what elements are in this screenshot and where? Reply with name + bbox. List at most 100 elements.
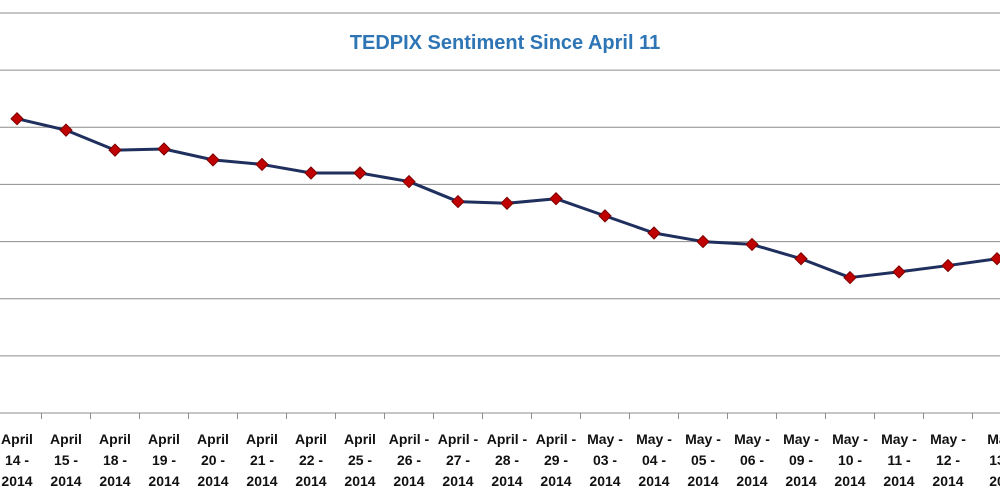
x-tick-label-line: 2014 bbox=[393, 473, 424, 489]
x-tick-label-line: 15 - bbox=[54, 452, 78, 468]
x-tick-label-line: 2014 bbox=[50, 473, 81, 489]
x-tick-label: April - 29 - 2014 bbox=[536, 431, 577, 489]
x-tick-label-line: 2014 bbox=[246, 473, 277, 489]
data-point bbox=[794, 252, 808, 266]
x-tick-label-line: 2014 bbox=[589, 473, 620, 489]
x-tick-label-line: April bbox=[344, 431, 376, 447]
x-tick-label-line: May - bbox=[783, 431, 819, 447]
x-tick-label: May - 11 - 2014 bbox=[881, 431, 917, 489]
data-point bbox=[500, 196, 514, 210]
x-tick-label: May - 06 - 2014 bbox=[734, 431, 770, 489]
x-tick-label-line: 03 - bbox=[593, 452, 617, 468]
x-tick-label-line: May - bbox=[930, 431, 966, 447]
x-tick-label-line: 27 - bbox=[446, 452, 470, 468]
data-point bbox=[549, 192, 563, 206]
x-tick-label-line: 05 - bbox=[691, 452, 715, 468]
x-tick-label-line: 04 - bbox=[642, 452, 666, 468]
x-tick-label: May - 12 - 2014 bbox=[930, 431, 966, 489]
x-tick-label-line: April - bbox=[487, 431, 528, 447]
x-tick-label-line: 2014 bbox=[491, 473, 522, 489]
x-tick-label-line: 18 - bbox=[103, 452, 127, 468]
x-tick-label-line: April bbox=[295, 431, 327, 447]
x-tick-label: April 18 - 2014 bbox=[99, 431, 131, 489]
data-point bbox=[843, 270, 857, 285]
x-tick-label-line: May - bbox=[685, 431, 721, 447]
x-tick-label-line: April - bbox=[536, 431, 577, 447]
x-tick-label-line: 28 - bbox=[495, 452, 519, 468]
x-tick-label-line: April bbox=[99, 431, 131, 447]
x-tick-label-line: 14 - bbox=[5, 452, 29, 468]
data-point bbox=[255, 157, 269, 172]
x-tick-label-line: 20 bbox=[989, 473, 1000, 489]
x-tick-label-line: 2014 bbox=[785, 473, 816, 489]
x-tick-label-line: 12 - bbox=[936, 452, 960, 468]
data-point bbox=[990, 252, 1000, 266]
x-tick-label-line: 06 - bbox=[740, 452, 764, 468]
data-point bbox=[745, 237, 759, 252]
x-tick-label: April 20 - 2014 bbox=[197, 431, 229, 489]
x-tick-label-line: 2014 bbox=[834, 473, 865, 489]
data-point bbox=[892, 265, 906, 279]
x-tick-label: April - 27 - 2014 bbox=[438, 431, 479, 489]
data-point bbox=[402, 174, 416, 189]
chart-title: TEDPIX Sentiment Since April 11 bbox=[350, 32, 660, 54]
x-tick-label-line: 29 - bbox=[544, 452, 568, 468]
x-tick-label-line: 2014 bbox=[687, 473, 718, 489]
x-tick-label-line: April bbox=[246, 431, 278, 447]
x-tick-label: May - 03 - 2014 bbox=[587, 431, 623, 489]
x-tick-label-line: April bbox=[197, 431, 229, 447]
x-tick-label-line: April bbox=[1, 431, 33, 447]
x-tick-label-line: 2014 bbox=[99, 473, 130, 489]
data-point bbox=[353, 166, 367, 180]
x-tick-label-line: April - bbox=[389, 431, 430, 447]
x-tick-label-line: 09 - bbox=[789, 452, 813, 468]
data-point bbox=[696, 234, 710, 249]
data-point bbox=[10, 112, 24, 126]
data-point bbox=[157, 142, 171, 156]
x-tick-label-line: 2014 bbox=[442, 473, 473, 489]
x-tick-label: April - 28 - 2014 bbox=[487, 431, 528, 489]
x-tick-label-line: 2014 bbox=[295, 473, 326, 489]
x-tick-label-line: May - bbox=[832, 431, 868, 447]
x-tick-label-line: 2014 bbox=[148, 473, 179, 489]
x-tick-label-line: 25 - bbox=[348, 452, 372, 468]
x-tick-label-line: 2014 bbox=[638, 473, 669, 489]
x-tick-label: May - 10 - 2014 bbox=[832, 431, 868, 489]
x-tick-label-line: April - bbox=[438, 431, 479, 447]
x-tick-label-line: May - bbox=[587, 431, 623, 447]
x-tick-label-line: 2014 bbox=[540, 473, 571, 489]
data-point bbox=[108, 143, 122, 157]
data-point bbox=[451, 194, 465, 209]
x-tick-label-line: Ma bbox=[987, 431, 1000, 447]
data-point bbox=[206, 153, 220, 167]
x-tick-label: Ma 13 20 bbox=[987, 431, 1000, 489]
x-tick-label: April - 26 - 2014 bbox=[389, 431, 430, 489]
x-tick-label: May - 04 - 2014 bbox=[636, 431, 672, 489]
x-tick-label: April 22 - 2014 bbox=[295, 431, 327, 489]
x-axis bbox=[0, 412, 1000, 419]
data-point bbox=[647, 226, 661, 240]
x-tick-label-line: 21 - bbox=[250, 452, 274, 468]
x-tick-label-line: 26 - bbox=[397, 452, 421, 468]
data-markers bbox=[10, 112, 1000, 285]
x-tick-label-line: 2014 bbox=[883, 473, 914, 489]
x-tick-label: May - 05 - 2014 bbox=[685, 431, 721, 489]
x-tick-label-line: 2014 bbox=[344, 473, 375, 489]
x-tick-label-line: 2014 bbox=[736, 473, 767, 489]
x-tick-label-line: May - bbox=[636, 431, 672, 447]
x-tick-label-line: 20 - bbox=[201, 452, 225, 468]
x-tick-label-line: 2014 bbox=[1, 473, 32, 489]
x-tick-label-line: 2014 bbox=[197, 473, 228, 489]
data-point bbox=[941, 258, 955, 273]
x-tick-label-line: 10 - bbox=[838, 452, 862, 468]
x-tick-label-line: 19 - bbox=[152, 452, 176, 468]
x-tick-label: April 25 - 2014 bbox=[344, 431, 376, 489]
data-point bbox=[59, 123, 73, 137]
x-tick-label-line: April bbox=[50, 431, 82, 447]
x-tick-label: April 14 - 2014 bbox=[1, 431, 33, 489]
x-tick-label: April 21 - 2014 bbox=[246, 431, 278, 489]
x-tick-label: April 19 - 2014 bbox=[148, 431, 180, 489]
x-tick-label: April 15 - 2014 bbox=[50, 431, 82, 489]
